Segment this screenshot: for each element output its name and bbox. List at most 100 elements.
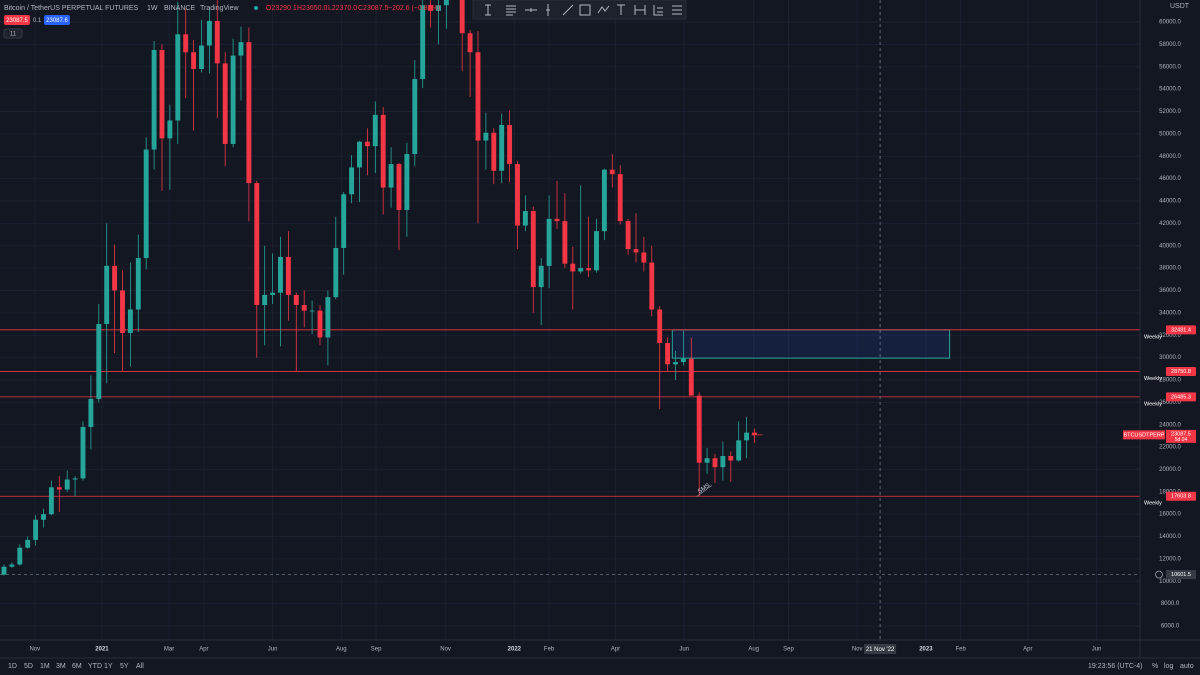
auto-toggle[interactable]: auto <box>1180 663 1194 670</box>
symbol-box <box>1123 430 1165 440</box>
candle-body <box>159 49 165 139</box>
y-tick-label: 12000.0 <box>1159 556 1181 562</box>
candle-body <box>135 258 141 310</box>
symbol[interactable]: Bitcoin / TetherUS PERPETUAL FUTURES <box>4 5 139 12</box>
level-text: Weekly <box>1144 334 1162 340</box>
candle-body <box>546 218 552 266</box>
last-price: 23087.5 <box>1171 431 1191 437</box>
candle-body <box>752 432 757 435</box>
tool-icon[interactable] <box>525 8 537 12</box>
tool-icon[interactable] <box>485 4 491 16</box>
range-button[interactable]: 1D <box>8 663 17 670</box>
y-tick-label: 42000.0 <box>1159 221 1181 227</box>
x-tick-label: Apr <box>611 647 620 653</box>
candle-body <box>625 221 631 250</box>
candle-body <box>183 34 189 53</box>
candle-body <box>641 252 647 263</box>
candle-body <box>704 458 710 463</box>
interval[interactable]: 1W <box>147 5 158 12</box>
candle-body <box>17 547 23 565</box>
candle-body <box>191 52 197 70</box>
candle-body <box>293 294 299 306</box>
y-tick-label: 22000.0 <box>1159 445 1181 451</box>
candle-body <box>680 358 686 363</box>
y-tick-label: 34000.0 <box>1159 310 1181 316</box>
candle-body <box>230 55 236 144</box>
candle-body <box>554 218 560 222</box>
indicators-toggle[interactable] <box>3 28 23 39</box>
candle-body <box>120 290 125 333</box>
tool-icon[interactable] <box>634 5 646 15</box>
crosshair-x-box <box>864 644 897 654</box>
tool-icon[interactable] <box>579 4 591 16</box>
countdown: 5d 04 <box>1175 437 1188 443</box>
candle-body <box>80 426 86 479</box>
level-text: Weekly <box>1144 376 1162 382</box>
sell-button[interactable] <box>4 15 30 25</box>
tool-icon[interactable] <box>653 5 663 16</box>
crosshair-plus[interactable] <box>1155 570 1163 579</box>
status-dot <box>254 6 258 10</box>
tool-icon[interactable] <box>672 5 682 15</box>
y-tick-label: 26000.0 <box>1159 400 1181 406</box>
range-button[interactable]: YTD <box>88 663 102 670</box>
drawing-toolbar <box>472 0 687 20</box>
candle-body <box>586 268 592 271</box>
candle-body <box>349 167 355 195</box>
currency[interactable]: USDT <box>1170 3 1190 10</box>
x-tick-label: Sep <box>371 647 382 653</box>
buy-button[interactable] <box>44 15 70 25</box>
candle-body <box>688 358 694 396</box>
x-tick-label: 2022 <box>508 647 522 653</box>
candle-body <box>317 310 323 338</box>
candle-body <box>459 0 465 34</box>
candle-body <box>127 309 133 333</box>
x-tick-label: Mar <box>164 647 174 653</box>
range-button[interactable]: 3M <box>56 663 66 670</box>
range-button[interactable]: All <box>136 663 144 670</box>
candle-body <box>428 5 434 11</box>
candle-body <box>64 479 70 490</box>
range-button[interactable]: 5D <box>24 663 33 670</box>
candle-body <box>578 268 584 272</box>
candle-body <box>633 249 639 253</box>
range-button[interactable]: 6M <box>72 663 82 670</box>
candle-body <box>728 456 734 461</box>
tool-icon[interactable] <box>562 4 574 16</box>
candle-body <box>522 211 528 226</box>
y-tick-label: 30000.0 <box>1159 355 1181 361</box>
candle-body <box>388 164 394 188</box>
source: TradingView <box>200 5 239 12</box>
candle-body <box>143 149 149 259</box>
buy-price[interactable]: 23087.6 <box>46 18 68 24</box>
tool-icon[interactable] <box>546 4 550 16</box>
candle-body <box>238 42 244 56</box>
candle-body <box>601 169 607 232</box>
candle-body <box>499 124 505 171</box>
range-button[interactable]: 5Y <box>120 663 129 670</box>
candle-body <box>96 324 102 399</box>
tool-icon[interactable] <box>617 4 625 15</box>
indicators-count[interactable]: 11 <box>10 32 17 38</box>
candle-body <box>301 305 307 311</box>
range-button[interactable]: 1Y <box>104 663 113 670</box>
x-tick-label: Nov <box>29 647 40 653</box>
percent-toggle[interactable]: % <box>1152 663 1158 670</box>
level-price-box <box>1166 392 1196 402</box>
range-button[interactable]: 1M <box>40 663 50 670</box>
candle-body <box>1 566 7 575</box>
y-tick-label: 32000.0 <box>1159 333 1181 339</box>
crosshair-price: 10601.5 <box>1171 572 1191 578</box>
x-tick-label: 2023 <box>919 647 933 653</box>
footer: 1D 5D 1M 3M 6M YTD 1Y 5Y All <box>8 663 144 670</box>
candle-body <box>72 478 78 480</box>
tool-icon[interactable] <box>506 5 516 16</box>
candle-body <box>206 20 212 46</box>
log-toggle[interactable]: log <box>1164 663 1173 670</box>
y-tick-label: 20000.0 <box>1159 467 1181 473</box>
candle-body <box>744 432 750 441</box>
sell-price[interactable]: 23087.5 <box>6 18 28 24</box>
tool-icon[interactable] <box>597 5 610 14</box>
level-price: 17603.8 <box>1171 494 1191 500</box>
